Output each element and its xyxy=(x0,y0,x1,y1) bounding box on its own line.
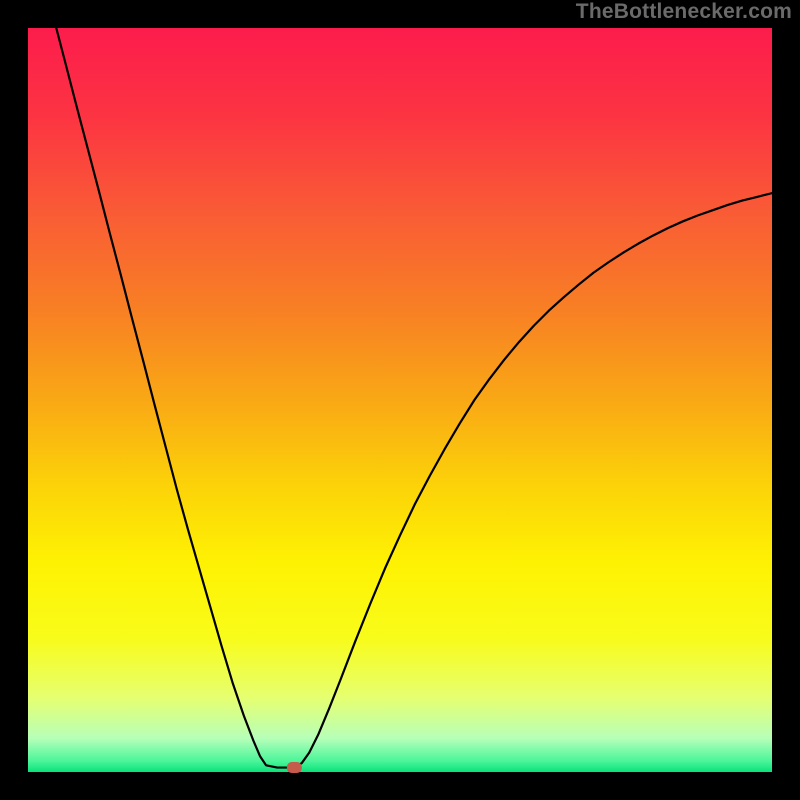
chart-stage: TheBottlenecker.com xyxy=(0,0,800,800)
watermark-text: TheBottlenecker.com xyxy=(576,0,792,24)
optimal-point-marker xyxy=(287,762,302,773)
bottleneck-chart-svg xyxy=(0,0,800,800)
